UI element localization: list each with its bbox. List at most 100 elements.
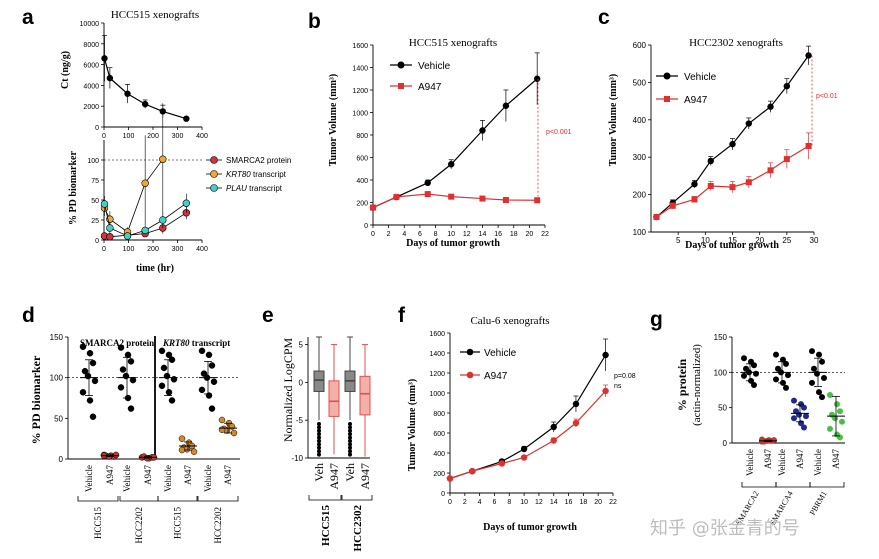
panel-a-top-ylabel: Ct (ng/g) (60, 51, 71, 89)
panel-g: % protein (actin-normalized) 0 50 100 150 Ve… (675, 333, 845, 527)
data-point (814, 370, 820, 377)
ct-series-point (106, 74, 114, 82)
vehicle-series-point (745, 120, 752, 127)
vehicle-series-line (372, 78, 538, 209)
y-tick-label: 150 (50, 333, 64, 342)
x-tick-label: 25 (782, 236, 791, 245)
data-point (168, 397, 176, 404)
data-point (208, 405, 216, 412)
y-tick-label: 2000 (83, 104, 99, 111)
plau-series-point (123, 232, 132, 240)
legend-item-smarca2: SMARCA2 protein (206, 156, 291, 165)
protein-bracket (775, 482, 811, 488)
data-point (79, 343, 87, 351)
group-label: A947 (795, 449, 805, 469)
panel-a-bottom-ylabel: % PD biomarker (68, 151, 79, 225)
vehicle-series-point (520, 445, 528, 453)
box-outlier (317, 442, 321, 447)
box-outlier (317, 449, 321, 454)
data-point (801, 404, 807, 411)
box-outlier (317, 432, 321, 437)
data-point (89, 413, 97, 420)
y-tick-label: 1200 (352, 88, 368, 95)
data-point (741, 372, 747, 379)
y-tick-label: 800 (356, 133, 368, 140)
panel-b-title: HCC515 xenografts (409, 37, 497, 49)
legend-item-plau: PLAU transcript (206, 184, 283, 193)
data-point (129, 376, 137, 384)
a947-series-point (534, 197, 541, 204)
legend-marker-a947 (664, 96, 670, 102)
vehicle-series-point (691, 180, 698, 188)
x-tick-label: 16 (565, 499, 573, 506)
group-label: Vehicle (203, 465, 213, 492)
a947-series-point (691, 196, 698, 203)
protein-bracket (809, 482, 845, 488)
plau-series-point (100, 200, 109, 208)
data-point (178, 435, 186, 442)
vehicle-series-point (602, 351, 609, 359)
box-label: Veh (343, 463, 357, 482)
panel-label-d: d (22, 304, 35, 327)
y-tick-label: 1600 (429, 331, 445, 338)
x-tick-label: 0 (102, 133, 106, 140)
box-outlier (348, 449, 352, 454)
x-tick-label: 400 (196, 133, 208, 140)
x-tick-label: 5 (676, 236, 681, 245)
panel-f-xlabel: Days of tumor growth (483, 522, 577, 533)
data-point (753, 370, 759, 377)
krt80-series-point (159, 155, 167, 163)
group-label: Vehicle (813, 449, 823, 476)
vehicle-series-line (656, 55, 810, 218)
plau-series-point (159, 216, 167, 224)
legend-item-krt80: KRT80 transcript (206, 170, 287, 179)
vehicle-series-point (447, 161, 455, 168)
legend-plau-gene: PLAU (226, 184, 247, 193)
plau-series-point (182, 199, 191, 207)
a947-series-point (520, 454, 528, 461)
y-tick-label: 75 (91, 178, 99, 185)
data-point (819, 358, 825, 365)
y-tick-label: 100 (50, 374, 64, 383)
box-outlier (348, 428, 352, 433)
y-tick-label: 100 (714, 368, 728, 377)
box-outlier (348, 435, 352, 440)
a947-series-point (653, 214, 660, 221)
a947-series-point (805, 142, 812, 149)
data-point (741, 355, 747, 362)
panel-a-bottom-xlabel: time (hr) (136, 263, 174, 274)
panel-f-ns: ns (614, 383, 622, 390)
y-tick-label: 0 (364, 223, 368, 230)
plau-series-point (106, 224, 114, 232)
ct-series-line (103, 58, 187, 120)
x-tick-label: 0 (371, 231, 375, 238)
data-point (771, 437, 777, 444)
x-tick-label: 100 (123, 246, 135, 253)
x-tick-label: 2 (387, 231, 391, 238)
panel-a-bottom-plot: 0 100 200 300 400 0 25 50 75 100 (87, 103, 208, 253)
x-tick-label: 0 (448, 499, 452, 506)
y-tick-label: 8000 (83, 42, 99, 49)
legend-label-a947: A947 (484, 371, 508, 382)
y-tick-label: 50 (54, 414, 63, 423)
data-point (834, 401, 840, 408)
data-point (160, 364, 168, 372)
x-tick-label: 0 (102, 246, 106, 253)
y-tick-label: 500 (633, 78, 647, 87)
data-point (198, 386, 206, 394)
a947-series-point (745, 179, 752, 186)
y-tick-label: 1200 (429, 371, 445, 378)
y-tick-label: 10000 (80, 21, 100, 28)
panel-d-ylabel: % PD biomarker (29, 355, 43, 444)
y-tick-label: 100 (87, 158, 99, 165)
data-point (783, 360, 789, 367)
data-point (210, 378, 218, 385)
x-tick-label: 22 (609, 499, 617, 506)
y-tick-label: 1600 (352, 43, 368, 50)
panel-f-ylabel: Tumor Volume (mm³) (407, 379, 418, 471)
box-outlier (348, 438, 352, 443)
x-tick-label: 300 (172, 133, 184, 140)
panel-f-legend: Vehicle A947 (460, 348, 517, 382)
vehicle-series-point (550, 423, 557, 431)
